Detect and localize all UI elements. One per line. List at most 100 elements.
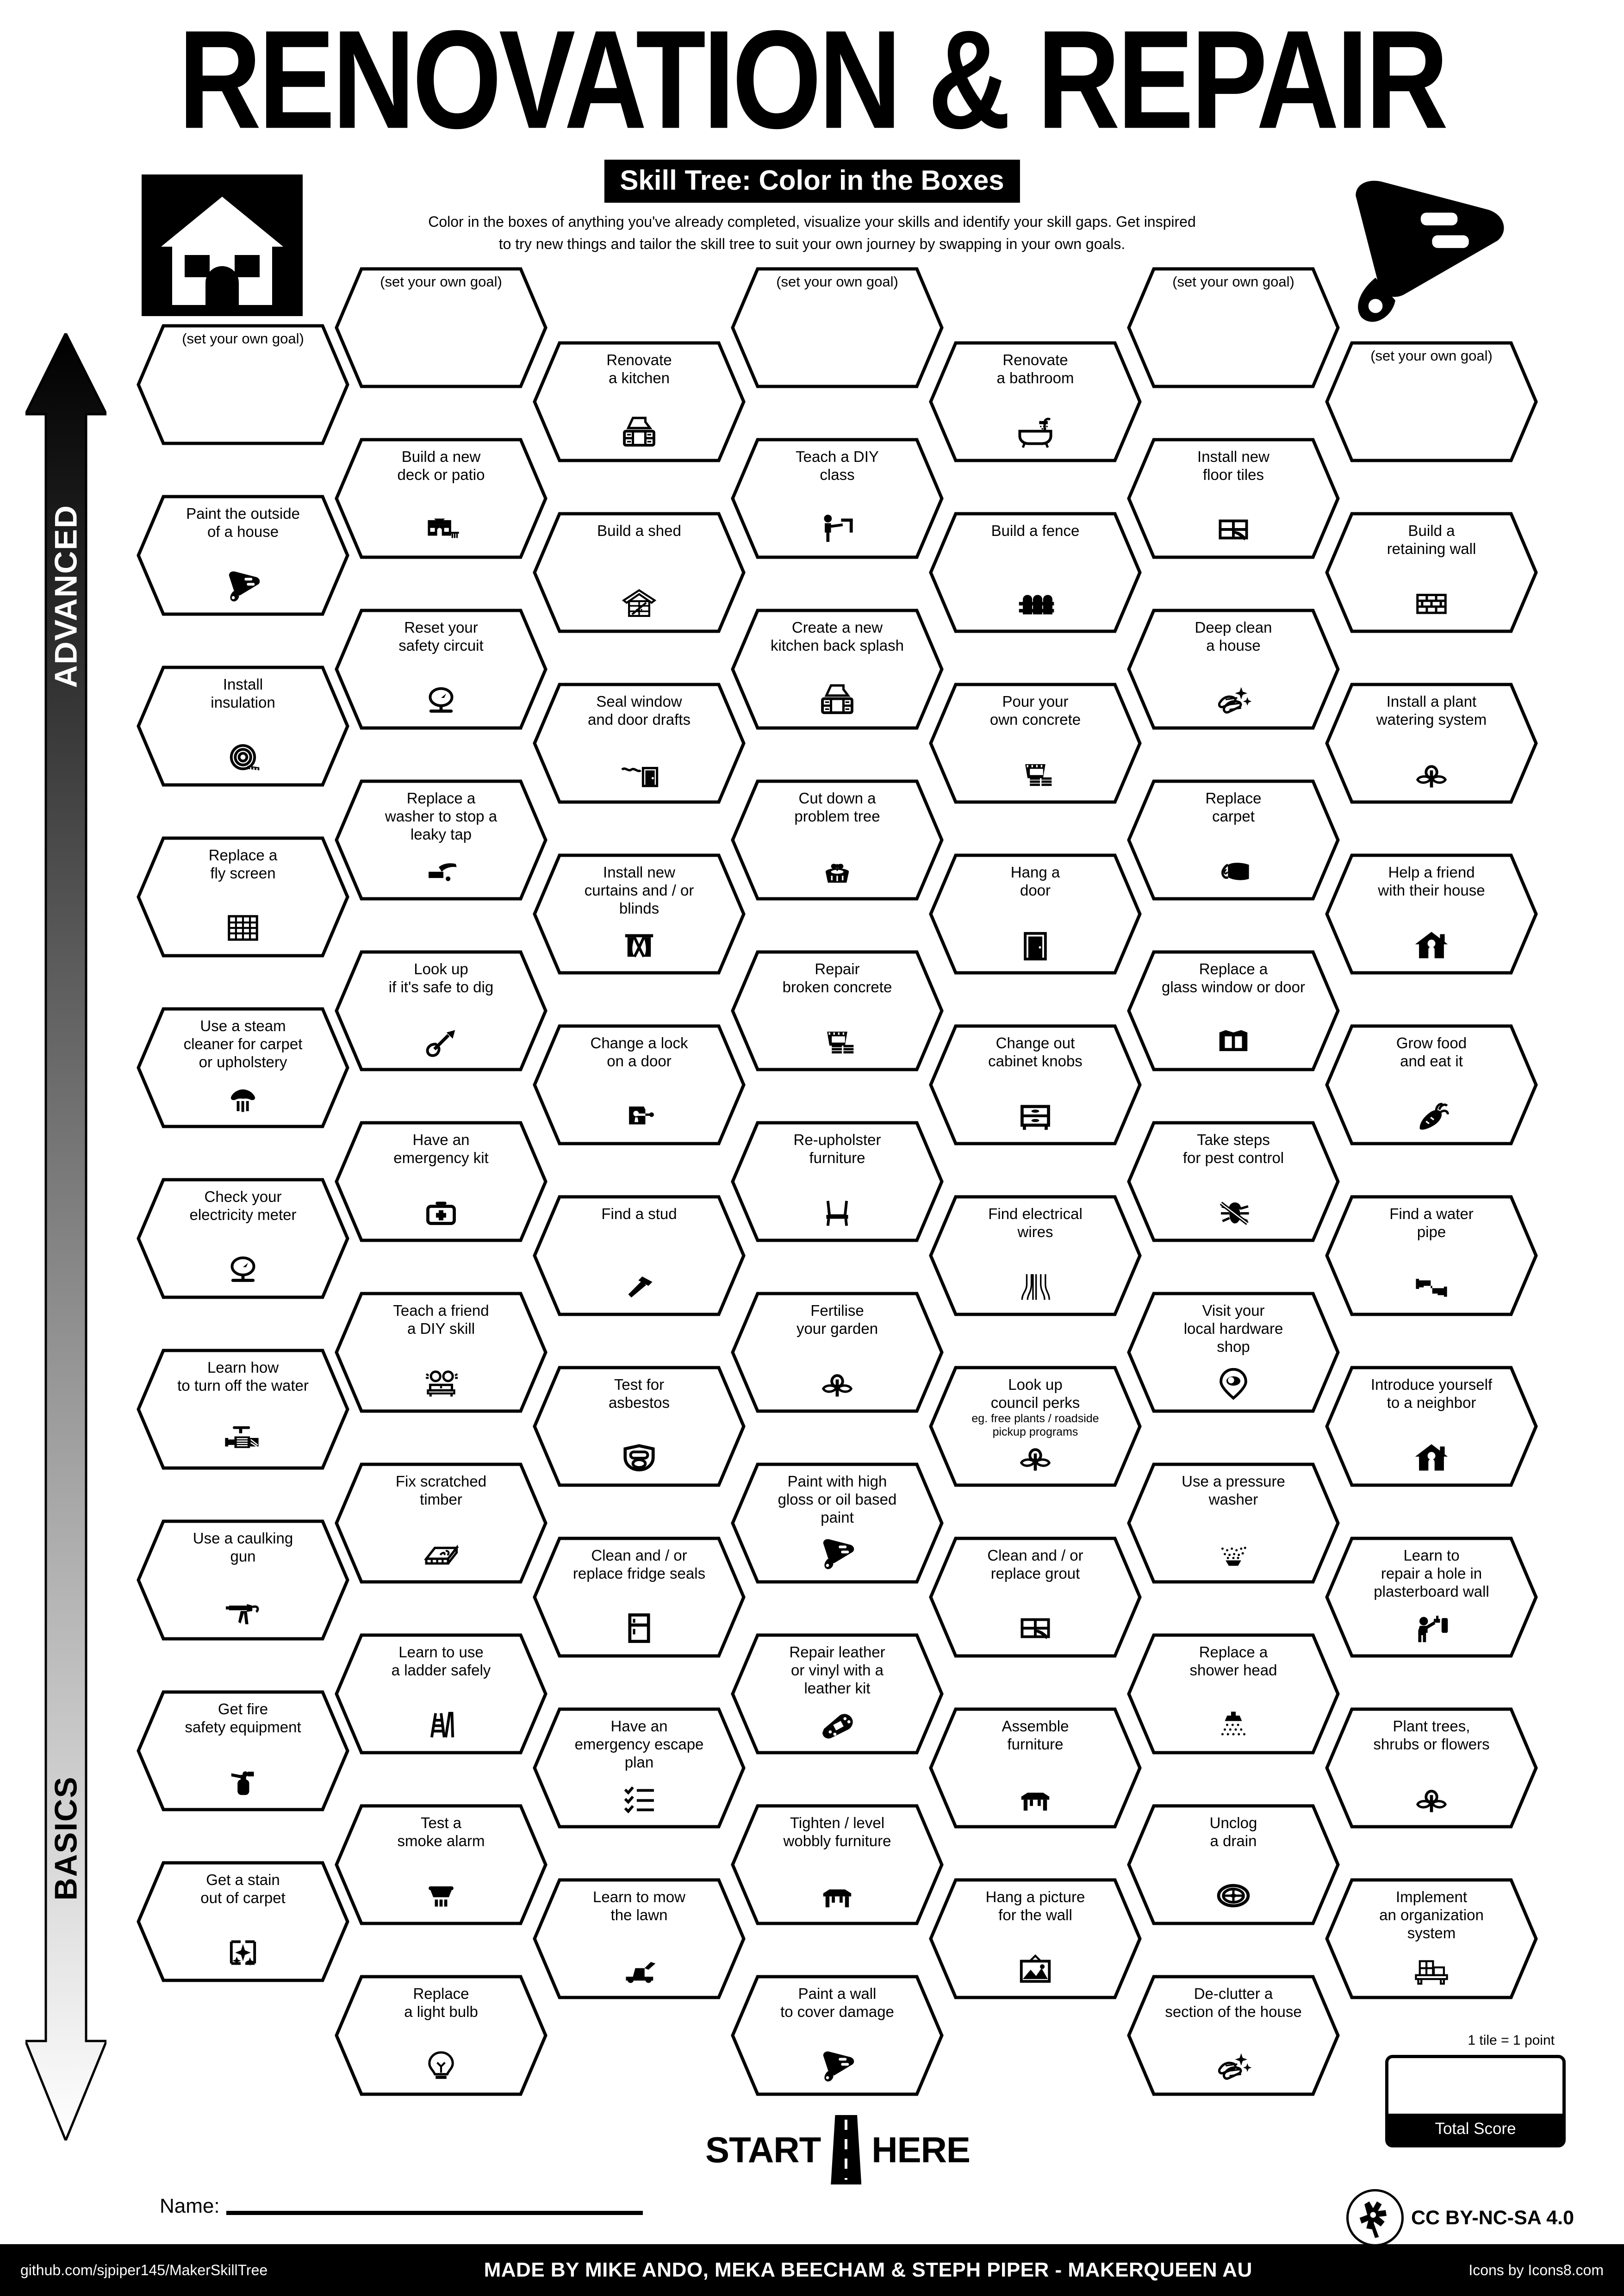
skill-tile[interactable]: Pour your own concrete — [929, 683, 1142, 804]
skill-tile[interactable]: Install new floor tiles — [1127, 438, 1340, 559]
skill-tile[interactable]: Clean and / or replace grout — [929, 1537, 1142, 1658]
skill-tile-label: Build a new deck or patio — [397, 448, 485, 483]
skill-tile[interactable]: Have an emergency kit — [335, 1121, 548, 1242]
skill-tile[interactable]: Use a pressure washer — [1127, 1462, 1340, 1584]
skill-tile[interactable]: Get fire safety equipment — [137, 1690, 349, 1811]
name-field[interactable]: Name: — [160, 2195, 643, 2218]
skill-tile[interactable]: (set your own goal) — [731, 267, 944, 388]
skill-tile[interactable]: Hang a picture for the wall — [929, 1878, 1142, 1999]
skill-tile[interactable]: (set your own goal) — [137, 324, 349, 445]
skill-tile[interactable]: Teach a DIY class — [731, 438, 944, 559]
skill-tile-label: Learn to repair a hole in plasterboard w… — [1374, 1547, 1489, 1600]
fridge-icon — [533, 1608, 746, 1648]
skill-tile[interactable]: Check your electricity meter — [137, 1178, 349, 1299]
skill-tile[interactable]: Change out cabinet knobs — [929, 1024, 1142, 1145]
skill-tile[interactable]: Implement an organization system — [1325, 1878, 1538, 1999]
skill-tile-label: Change out cabinet knobs — [988, 1034, 1083, 1070]
skill-tile[interactable]: Test for asbestos — [533, 1366, 746, 1487]
skill-tile[interactable]: Fix scratched timber — [335, 1462, 548, 1584]
skill-tile[interactable]: Seal window and door drafts — [533, 683, 746, 804]
skill-tile[interactable]: Assemble furniture — [929, 1707, 1142, 1829]
skill-tile[interactable]: Install insulation — [137, 666, 349, 787]
skill-tile[interactable]: Replace carpet — [1127, 779, 1340, 901]
skill-tile[interactable]: Build a new deck or patio — [335, 438, 548, 559]
skill-tile[interactable]: Cut down a problem tree — [731, 779, 944, 901]
skill-tile[interactable]: Test a smoke alarm — [335, 1804, 548, 1925]
skill-tile[interactable]: Look up council perks eg. free plants / r… — [929, 1366, 1142, 1487]
skill-tile[interactable]: (set your own goal) — [1325, 341, 1538, 462]
skill-tile[interactable]: Introduce yourself to a neighbor — [1325, 1366, 1538, 1487]
skill-tile[interactable]: Grow food and eat it — [1325, 1024, 1538, 1145]
skill-tile-label: Renovate a kitchen — [606, 351, 672, 386]
skill-tile[interactable]: Deep clean a house — [1127, 609, 1340, 730]
skill-tile[interactable]: Unclog a drain — [1127, 1804, 1340, 1925]
skill-tile[interactable]: Replace a shower head — [1127, 1633, 1340, 1755]
skill-tile[interactable]: Install a plant watering system — [1325, 683, 1538, 804]
name-input-line[interactable] — [226, 2211, 643, 2215]
skill-tile[interactable]: Look up if it's safe to dig — [335, 950, 548, 1071]
skill-tile[interactable]: Paint a wall to cover damage — [731, 1975, 944, 2096]
skill-tile[interactable]: (set your own goal) — [335, 267, 548, 388]
skill-tile[interactable]: Paint with high gloss or oil based paint — [731, 1462, 944, 1584]
skill-tile[interactable]: Replace a light bulb — [335, 1975, 548, 2096]
insulation-roll-icon — [137, 737, 349, 777]
skill-tile[interactable]: Renovate a bathroom — [929, 341, 1142, 462]
skill-tile[interactable]: Renovate a kitchen — [533, 341, 746, 462]
skill-tile[interactable]: Replace a glass window or door — [1127, 950, 1340, 1071]
skill-tile[interactable]: Create a new kitchen back splash — [731, 609, 944, 730]
start-word: START — [705, 2129, 821, 2170]
skill-tile[interactable]: Use a steam cleaner for carpet or uphols… — [137, 1007, 349, 1128]
skill-tile-label: Find electrical wires — [988, 1205, 1083, 1240]
icons-credit[interactable]: Icons by Icons8.com — [1468, 2261, 1604, 2278]
skill-tile[interactable]: Fertilise your garden — [731, 1292, 944, 1413]
drain-icon — [1127, 1875, 1340, 1915]
skill-tile-label: Plant trees, shrubs or flowers — [1373, 1717, 1490, 1753]
meter-gauge-icon — [137, 1249, 349, 1289]
skill-tile[interactable]: Get a stain out of carpet — [137, 1861, 349, 1982]
fence-icon — [929, 583, 1142, 623]
skill-tile[interactable]: Learn to repair a hole in plasterboard w… — [1325, 1537, 1538, 1658]
skill-tile[interactable]: Learn how to turn off the water — [137, 1349, 349, 1470]
picture-frame-icon — [929, 1949, 1142, 1989]
skill-tile[interactable]: Use a caulking gun — [137, 1519, 349, 1641]
skill-tile[interactable]: Learn to mow the lawn — [533, 1878, 746, 1999]
skill-tile[interactable]: Build a shed — [533, 512, 746, 633]
skill-tile[interactable]: Change a lock on a door — [533, 1024, 746, 1145]
skill-tile[interactable]: Clean and / or replace fridge seals — [533, 1537, 746, 1658]
skill-tile[interactable]: Paint the outside of a house — [137, 495, 349, 616]
skill-tile[interactable]: Learn to use a ladder safely — [335, 1633, 548, 1755]
skill-tile[interactable]: Install new curtains and / or blinds — [533, 853, 746, 975]
scratched-timber-icon — [335, 1534, 548, 1574]
tile-grout-icon — [929, 1608, 1142, 1648]
skill-tile[interactable]: De-clutter a section of the house — [1127, 1975, 1340, 2096]
skill-tile[interactable]: Tighten / level wobbly furniture — [731, 1804, 944, 1925]
github-link[interactable]: github.com/sjpiper145/MakerSkillTree — [20, 2261, 268, 2278]
wall-repair-person-icon — [1325, 1608, 1538, 1648]
skill-tile[interactable]: Repair broken concrete — [731, 950, 944, 1071]
respirator-mask-icon — [533, 1437, 746, 1477]
skill-tile[interactable]: Replace a fly screen — [137, 836, 349, 958]
skill-tile[interactable]: Re-upholster furniture — [731, 1121, 944, 1242]
skill-tile-label: Learn to use a ladder safely — [391, 1643, 491, 1679]
skill-tile[interactable]: Reset your safety circuit — [335, 609, 548, 730]
skill-tile[interactable]: Build a retaining wall — [1325, 512, 1538, 633]
skill-tile[interactable]: (set your own goal) — [1127, 267, 1340, 388]
skill-tile[interactable]: Replace a washer to stop a leaky tap — [335, 779, 548, 901]
skill-tile[interactable]: Take steps for pest control — [1127, 1121, 1340, 1242]
total-score-box[interactable]: Total Score — [1385, 2055, 1566, 2147]
skill-tile-label: (set your own goal) — [1172, 274, 1294, 290]
skill-tile[interactable]: Find a stud — [533, 1195, 746, 1316]
skill-tile-label: Cut down a problem tree — [794, 790, 880, 825]
skill-tile[interactable]: Find electrical wires — [929, 1195, 1142, 1316]
skill-tile[interactable]: Have an emergency escape plan — [533, 1707, 746, 1829]
skill-tile[interactable]: Help a friend with their house — [1325, 853, 1538, 975]
skill-tile[interactable]: Find a water pipe — [1325, 1195, 1538, 1316]
door-icon — [929, 925, 1142, 964]
skill-tile[interactable]: Teach a friend a DIY skill — [335, 1292, 548, 1413]
skill-tile[interactable]: Build a fence — [929, 512, 1142, 633]
skill-tile[interactable]: Plant trees, shrubs or flowers — [1325, 1707, 1538, 1829]
skill-tile-label: Repair broken concrete — [782, 960, 892, 996]
skill-tile[interactable]: Visit your local hardware shop — [1127, 1292, 1340, 1413]
skill-tile[interactable]: Repair leather or vinyl with a leather k… — [731, 1633, 944, 1755]
skill-tile[interactable]: Hang a door — [929, 853, 1142, 975]
